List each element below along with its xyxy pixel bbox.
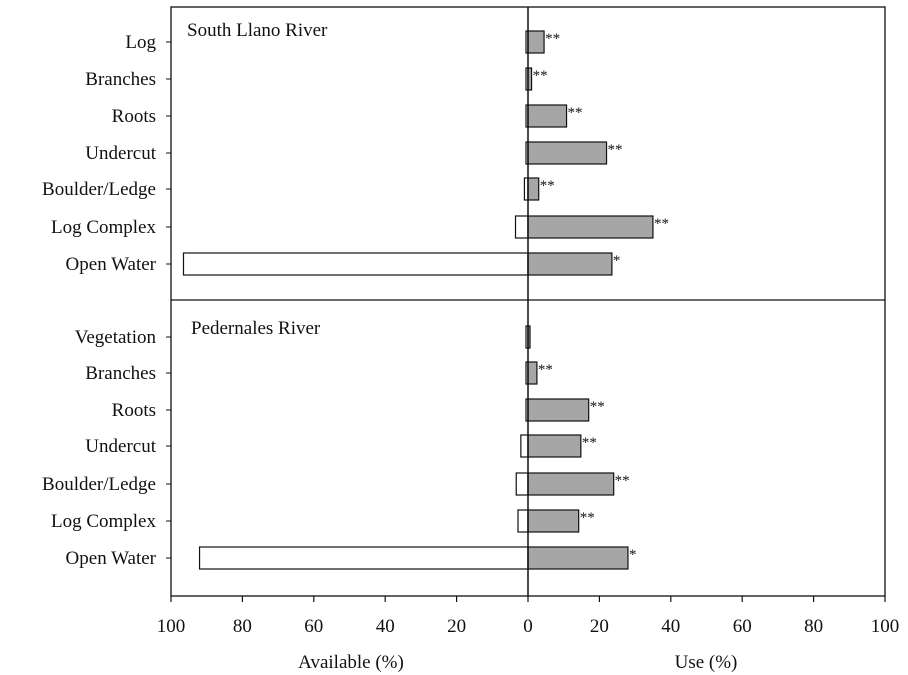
category-label: Boulder/Ledge <box>42 474 156 495</box>
category-label: Boulder/Ledge <box>42 179 156 200</box>
use-bar <box>527 104 568 128</box>
significance-marker: ** <box>582 435 597 451</box>
use-bar <box>527 30 545 54</box>
available-bar <box>198 546 529 570</box>
use-bar <box>527 141 608 165</box>
category-label: Log <box>125 32 156 53</box>
x-tick-label: 40 <box>661 616 680 637</box>
use-bar <box>527 361 538 385</box>
category-label: Log Complex <box>51 511 157 532</box>
significance-marker: * <box>613 253 621 269</box>
category-label: Undercut <box>85 436 156 457</box>
significance-marker: ** <box>538 362 553 378</box>
significance-marker: ** <box>533 68 548 84</box>
category-label: Roots <box>112 106 156 127</box>
x-tick-label: 60 <box>304 616 323 637</box>
significance-marker: ** <box>580 510 595 526</box>
use-bar <box>527 252 613 276</box>
x-tick-label: 100 <box>871 616 900 637</box>
significance-marker: ** <box>540 178 555 194</box>
x-tick-label: 20 <box>447 616 466 637</box>
x-tick-label: 20 <box>590 616 609 637</box>
x-tick-label: 80 <box>804 616 823 637</box>
use-bar <box>527 434 582 458</box>
significance-marker: * <box>629 547 637 563</box>
x-tick-label: 40 <box>376 616 395 637</box>
significance-marker: ** <box>590 399 605 415</box>
available-bar <box>514 215 529 239</box>
available-bar <box>182 252 529 276</box>
panel-title: Pedernales River <box>191 318 321 339</box>
x-tick-label: 60 <box>733 616 752 637</box>
category-label: Undercut <box>85 143 156 164</box>
significance-marker: ** <box>608 142 623 158</box>
category-label: Branches <box>85 69 156 90</box>
category-label: Open Water <box>66 548 157 569</box>
category-label: Log Complex <box>51 217 157 238</box>
category-label: Open Water <box>66 254 157 275</box>
panel-title: South Llano River <box>187 20 328 41</box>
significance-marker: ** <box>545 31 560 47</box>
category-label: Roots <box>112 400 156 421</box>
use-bar <box>527 215 654 239</box>
x-axis-label-use: Use (%) <box>675 652 738 673</box>
available-bar <box>517 509 529 533</box>
significance-marker: ** <box>654 216 669 232</box>
significance-marker: ** <box>568 105 583 121</box>
use-bar <box>527 509 580 533</box>
use-bar <box>527 546 629 570</box>
category-label: Vegetation <box>75 327 157 348</box>
x-axis-label-available: Available (%) <box>298 652 404 673</box>
category-label: Branches <box>85 363 156 384</box>
use-bar <box>527 472 615 496</box>
use-bar <box>527 398 590 422</box>
available-bar <box>515 472 529 496</box>
use-bar <box>527 177 540 201</box>
available-bar <box>520 434 529 458</box>
significance-marker: ** <box>615 473 630 489</box>
x-tick-label: 80 <box>233 616 252 637</box>
x-tick-label: 0 <box>523 616 533 637</box>
x-tick-label: 100 <box>157 616 186 637</box>
